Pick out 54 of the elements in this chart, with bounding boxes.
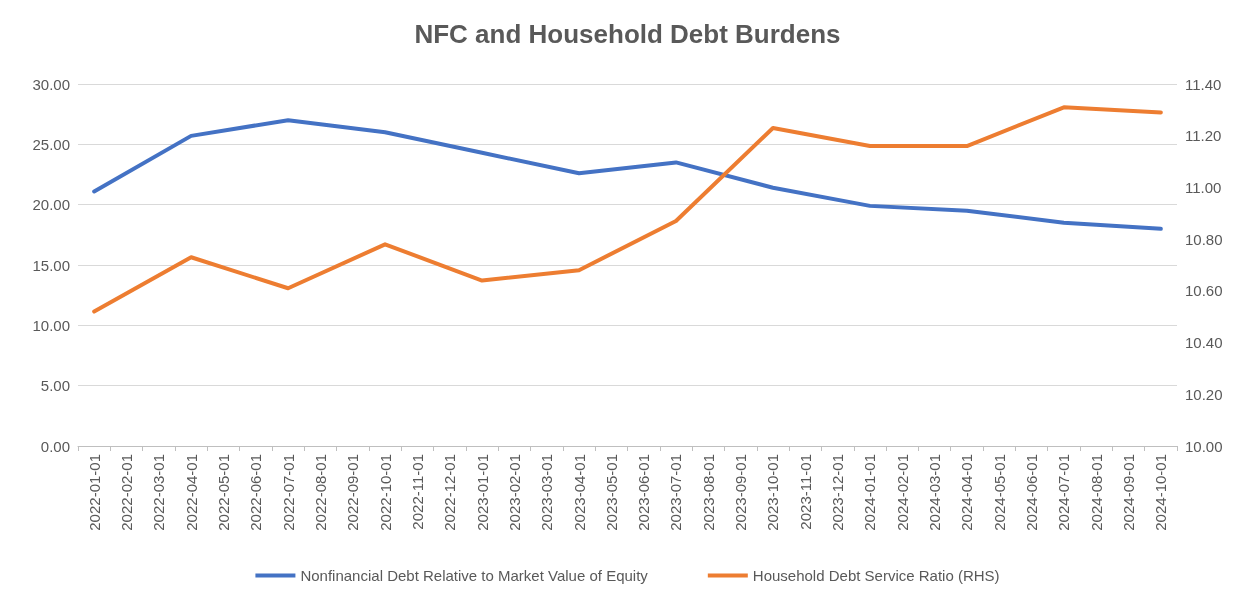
x-tick-label: 2022-10-01 bbox=[376, 454, 394, 531]
x-tick-label: 2022-04-01 bbox=[182, 454, 200, 531]
y-tick-label: 15.00 bbox=[32, 256, 70, 274]
x-tick-label: 2022-08-01 bbox=[311, 454, 329, 531]
x-tick-label: 2023-08-01 bbox=[699, 454, 717, 531]
x-tick-label: 2022-09-01 bbox=[344, 454, 362, 531]
x-tick-label: 2022-06-01 bbox=[247, 454, 265, 531]
x-tick-label: 2023-07-01 bbox=[667, 454, 685, 531]
x-tick-label: 2023-03-01 bbox=[538, 454, 556, 531]
line-series bbox=[92, 118, 1163, 231]
line-series bbox=[92, 105, 1163, 314]
y-tick-label: 0.00 bbox=[40, 437, 70, 455]
y2-tick-label: 10.00 bbox=[1185, 437, 1223, 455]
y-tick-label: 25.00 bbox=[32, 135, 70, 153]
legend-label: Nonfinancial Debt Relative to Market Value of Equity bbox=[300, 567, 649, 584]
x-tick-label: 2024-05-01 bbox=[990, 454, 1008, 531]
chart-title: NFC and Household Debt Burdens bbox=[414, 19, 841, 49]
x-tick-label: 2024-07-01 bbox=[1055, 454, 1073, 531]
x-tick-label: 2024-06-01 bbox=[1023, 454, 1041, 531]
x-tick-label: 2024-02-01 bbox=[893, 454, 911, 531]
x-tick-label: 2024-04-01 bbox=[958, 454, 976, 531]
x-tick-label: 2023-04-01 bbox=[570, 454, 588, 531]
y2-tick-label: 10.20 bbox=[1185, 385, 1223, 403]
y2-tick-label: 10.40 bbox=[1185, 334, 1223, 352]
x-tick-label: 2022-02-01 bbox=[117, 454, 135, 531]
y2-tick-label: 10.60 bbox=[1185, 282, 1223, 300]
x-tick-label: 2022-05-01 bbox=[214, 454, 232, 531]
y-tick-label: 30.00 bbox=[32, 75, 70, 93]
x-tick-label: 2022-11-01 bbox=[408, 454, 426, 530]
x-tick-label: 2022-12-01 bbox=[441, 454, 459, 531]
x-tick-label: 2022-07-01 bbox=[279, 454, 297, 531]
y-tick-label: 10.00 bbox=[32, 316, 70, 334]
y2-tick-label: 11.40 bbox=[1185, 75, 1222, 93]
y2-tick-label: 11.00 bbox=[1185, 178, 1222, 196]
y-tick-label: 5.00 bbox=[40, 377, 70, 395]
x-tick-label: 2023-05-01 bbox=[602, 454, 620, 531]
x-tick-label: 2023-02-01 bbox=[505, 454, 523, 531]
x-tick-label: 2023-10-01 bbox=[764, 454, 782, 531]
y-tick-label: 20.00 bbox=[32, 196, 70, 214]
x-tick-label: 2023-01-01 bbox=[473, 454, 491, 531]
x-tick-label: 2023-09-01 bbox=[732, 454, 750, 531]
y2-tick-label: 10.80 bbox=[1185, 230, 1223, 248]
x-tick-label: 2023-06-01 bbox=[635, 454, 653, 531]
x-tick-label: 2022-03-01 bbox=[150, 454, 168, 531]
x-tick-label: 2023-11-01 bbox=[796, 454, 814, 530]
x-tick-label: 2024-01-01 bbox=[861, 454, 879, 531]
x-tick-label: 2024-08-01 bbox=[1087, 454, 1105, 531]
x-tick-label: 2023-12-01 bbox=[829, 454, 847, 531]
x-tick-label: 2024-10-01 bbox=[1152, 454, 1170, 531]
x-tick-label: 2024-03-01 bbox=[926, 454, 944, 531]
x-tick-label: 2022-01-01 bbox=[85, 454, 103, 531]
y2-tick-label: 11.20 bbox=[1185, 127, 1222, 145]
legend-label: Household Debt Service Ratio (RHS) bbox=[752, 567, 1000, 584]
x-tick-label: 2024-09-01 bbox=[1120, 454, 1138, 531]
